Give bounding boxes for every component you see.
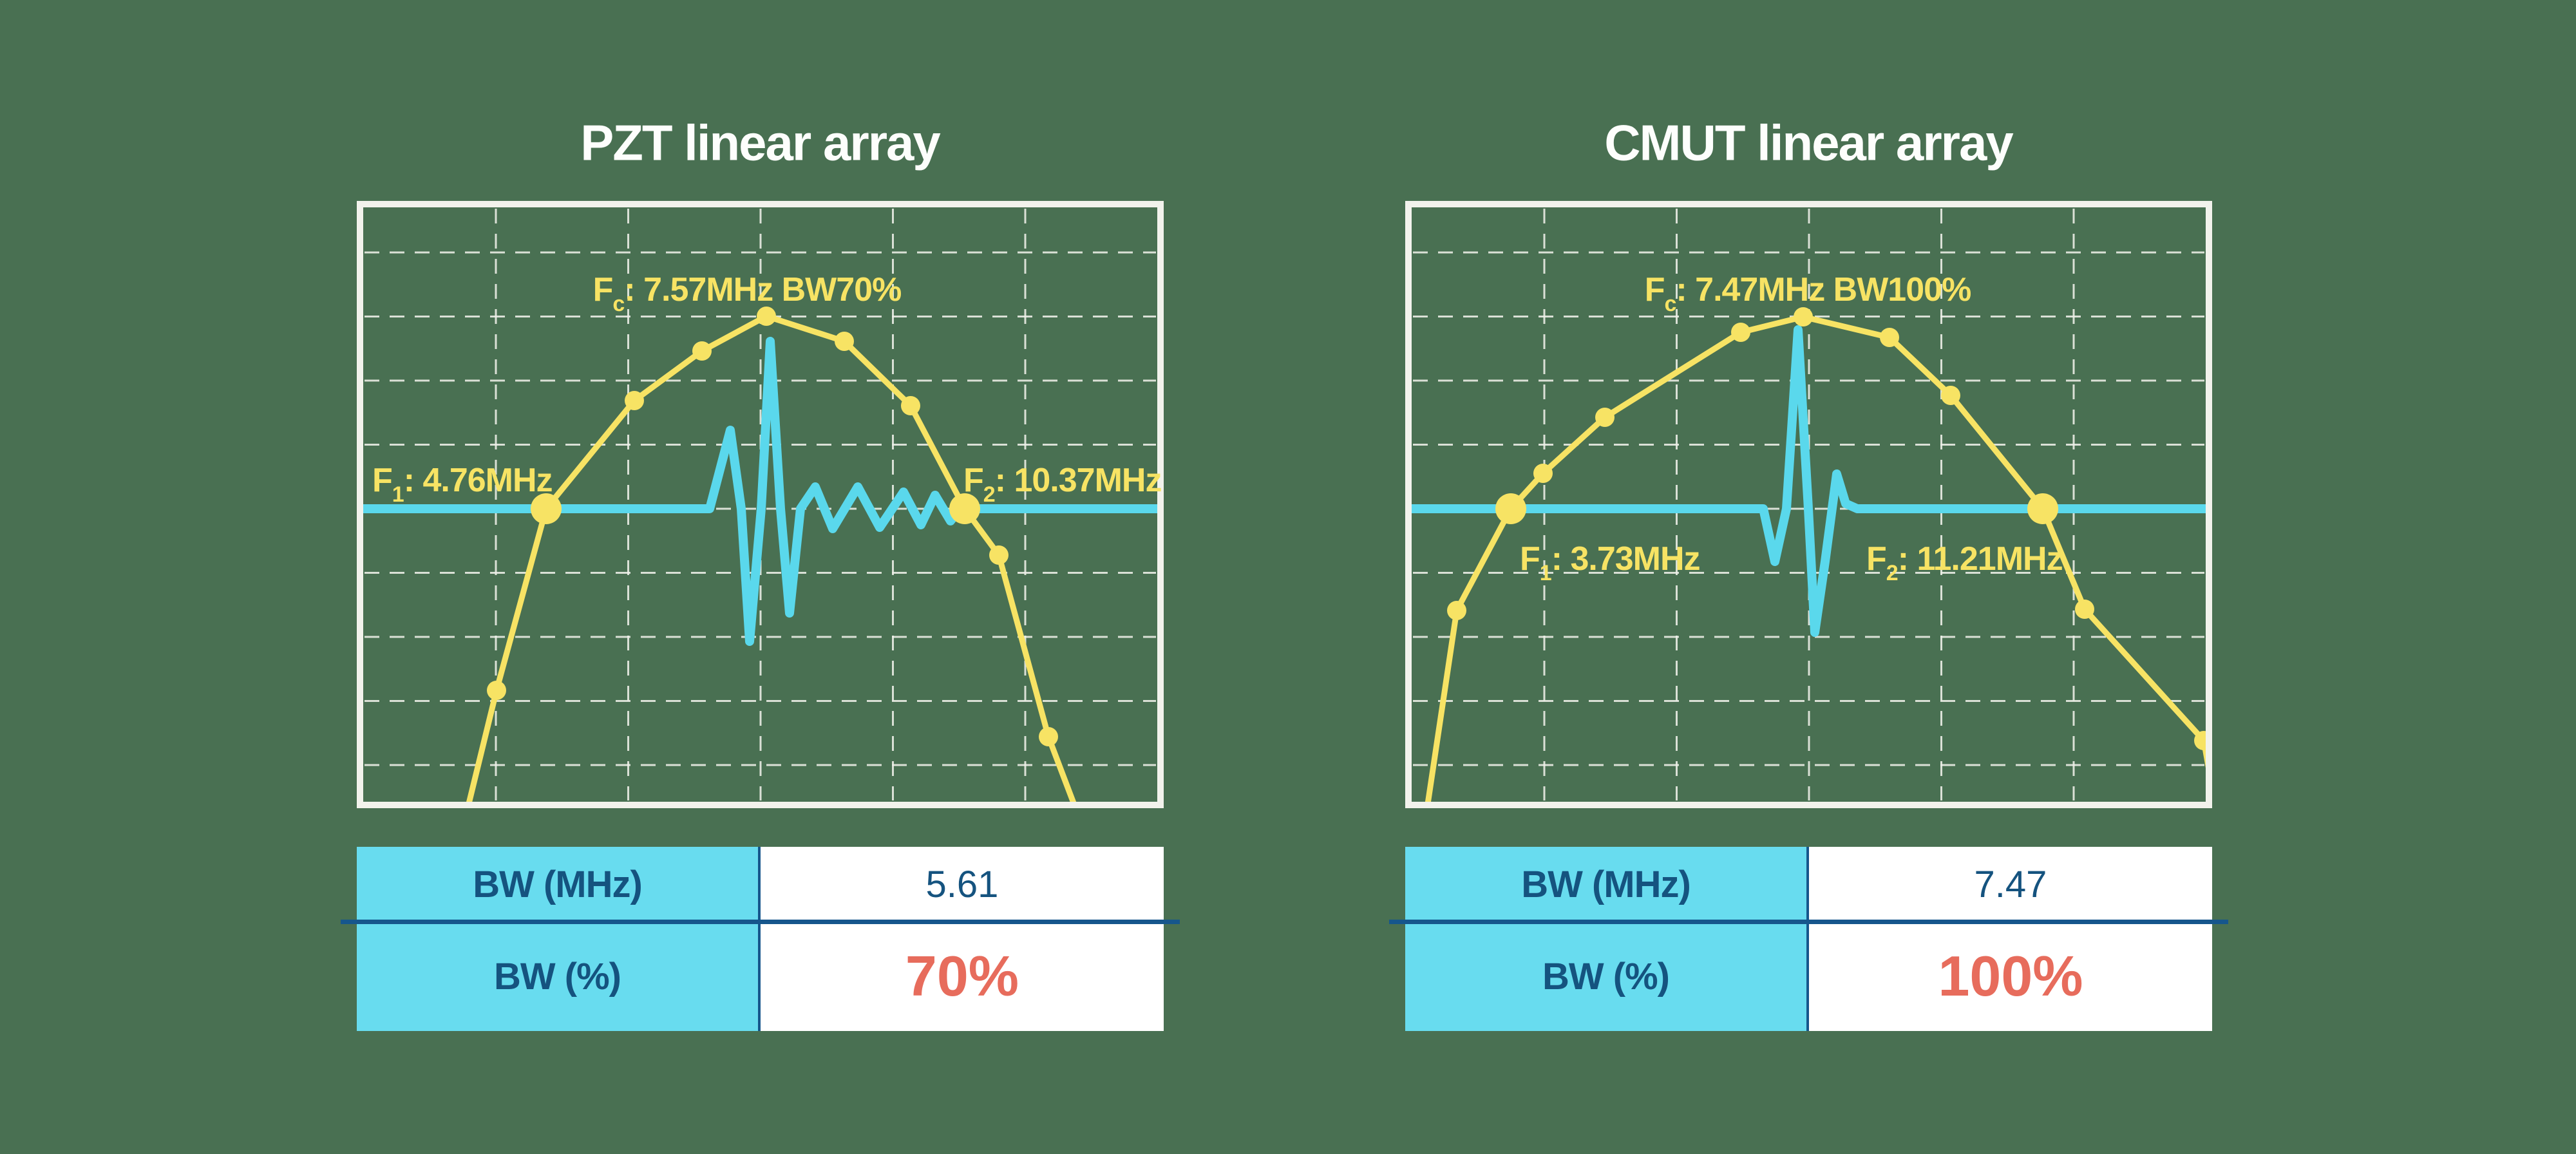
pzt-f1-rest: : 4.76MHz	[403, 462, 553, 499]
pzt-fc-sub: c	[612, 292, 625, 316]
cmut-bandwidth-table: BW (MHz) 7.47 BW (%) 100%	[1389, 847, 2228, 1031]
cmut-fc-base: F	[1644, 271, 1665, 308]
pzt-f2-sub: 2	[983, 482, 996, 507]
pzt-bw-pct-value-cell: 70%	[761, 922, 1164, 1031]
pzt-f2-annotation: F2: 10.37MHz	[963, 461, 1162, 506]
pzt-chart-frame	[357, 201, 1164, 808]
cmut-bw-pct-value: 100%	[1938, 944, 2083, 1008]
pzt-f1-annotation: F1: 4.76MHz	[372, 461, 553, 506]
pzt-bandwidth-table: BW (MHz) 5.61 BW (%) 70%	[341, 847, 1180, 1031]
cmut-chart-frame	[1405, 201, 2212, 808]
table-row: BW (%) 70%	[357, 922, 1164, 1031]
cmut-table-divider-line	[1389, 920, 2228, 924]
pzt-f1-sub: 1	[392, 482, 404, 507]
cmut-bw-mhz-value: 7.47	[1974, 863, 2047, 905]
pzt-spectrum-chart	[357, 201, 1164, 808]
cmut-f2-rest: : 11.21MHz	[1897, 540, 2063, 578]
cmut-f2-base: F	[1866, 540, 1887, 578]
cmut-spectrum-chart	[1405, 201, 2212, 808]
pzt-table-divider-line	[341, 920, 1180, 924]
cmut-bw-mhz-value-cell: 7.47	[1809, 847, 2212, 922]
cmut-f1-rest: : 3.73MHz	[1551, 540, 1701, 578]
pzt-bw-mhz-value-cell: 5.61	[761, 847, 1164, 922]
cmut-bw-mhz-label-cell: BW (MHz)	[1405, 847, 1809, 922]
cmut-f1-sub: 1	[1539, 561, 1552, 585]
pzt-curves	[363, 313, 1157, 802]
pzt-bw-pct-label-cell: BW (%)	[357, 922, 761, 1031]
pzt-bw-pct-label: BW (%)	[494, 955, 621, 998]
cmut-bw-pct-value-cell: 100%	[1809, 922, 2212, 1031]
pzt-fc-annotation: Fc: 7.57MHz BW70%	[592, 270, 902, 315]
table-row: BW (%) 100%	[1405, 922, 2212, 1031]
cmut-fc-rest: : 7.47MHz BW100%	[1676, 271, 1971, 308]
cmut-f2-annotation: F2: 11.21MHz	[1866, 540, 2063, 584]
pzt-bw-pct-value: 70%	[905, 944, 1019, 1008]
pzt-bw-mhz-label-cell: BW (MHz)	[357, 847, 761, 922]
pzt-f1-base: F	[372, 462, 393, 499]
pzt-fc-base: F	[592, 271, 614, 308]
pzt-fc-rest: : 7.57MHz BW70%	[624, 271, 902, 308]
pzt-markers	[487, 307, 1058, 746]
cmut-chart-title: CMUT linear array	[1604, 114, 2014, 171]
table-row: BW (MHz) 5.61	[357, 847, 1164, 922]
cmut-f2-sub: 2	[1886, 561, 1899, 585]
cmut-bw-pct-label: BW (%)	[1542, 955, 1670, 998]
pzt-f2-base: F	[963, 462, 984, 499]
cmut-f1-annotation: F1: 3.73MHz	[1520, 540, 1701, 584]
cmut-bw-mhz-label: BW (MHz)	[1521, 863, 1691, 905]
cmut-markers	[1447, 307, 2206, 750]
pzt-f2-rest: : 10.37MHz	[994, 462, 1162, 499]
cmut-fc-annotation: Fc: 7.47MHz BW100%	[1644, 270, 1972, 315]
cmut-bw-pct-label-cell: BW (%)	[1405, 922, 1809, 1031]
pzt-bw-mhz-value: 5.61	[925, 863, 999, 905]
cmut-fc-sub: c	[1664, 292, 1676, 316]
pzt-chart-title: PZT linear array	[580, 114, 941, 171]
cmut-f1-base: F	[1520, 540, 1540, 578]
table-row: BW (MHz) 7.47	[1405, 847, 2212, 922]
pzt-bw-mhz-label: BW (MHz)	[473, 863, 643, 905]
